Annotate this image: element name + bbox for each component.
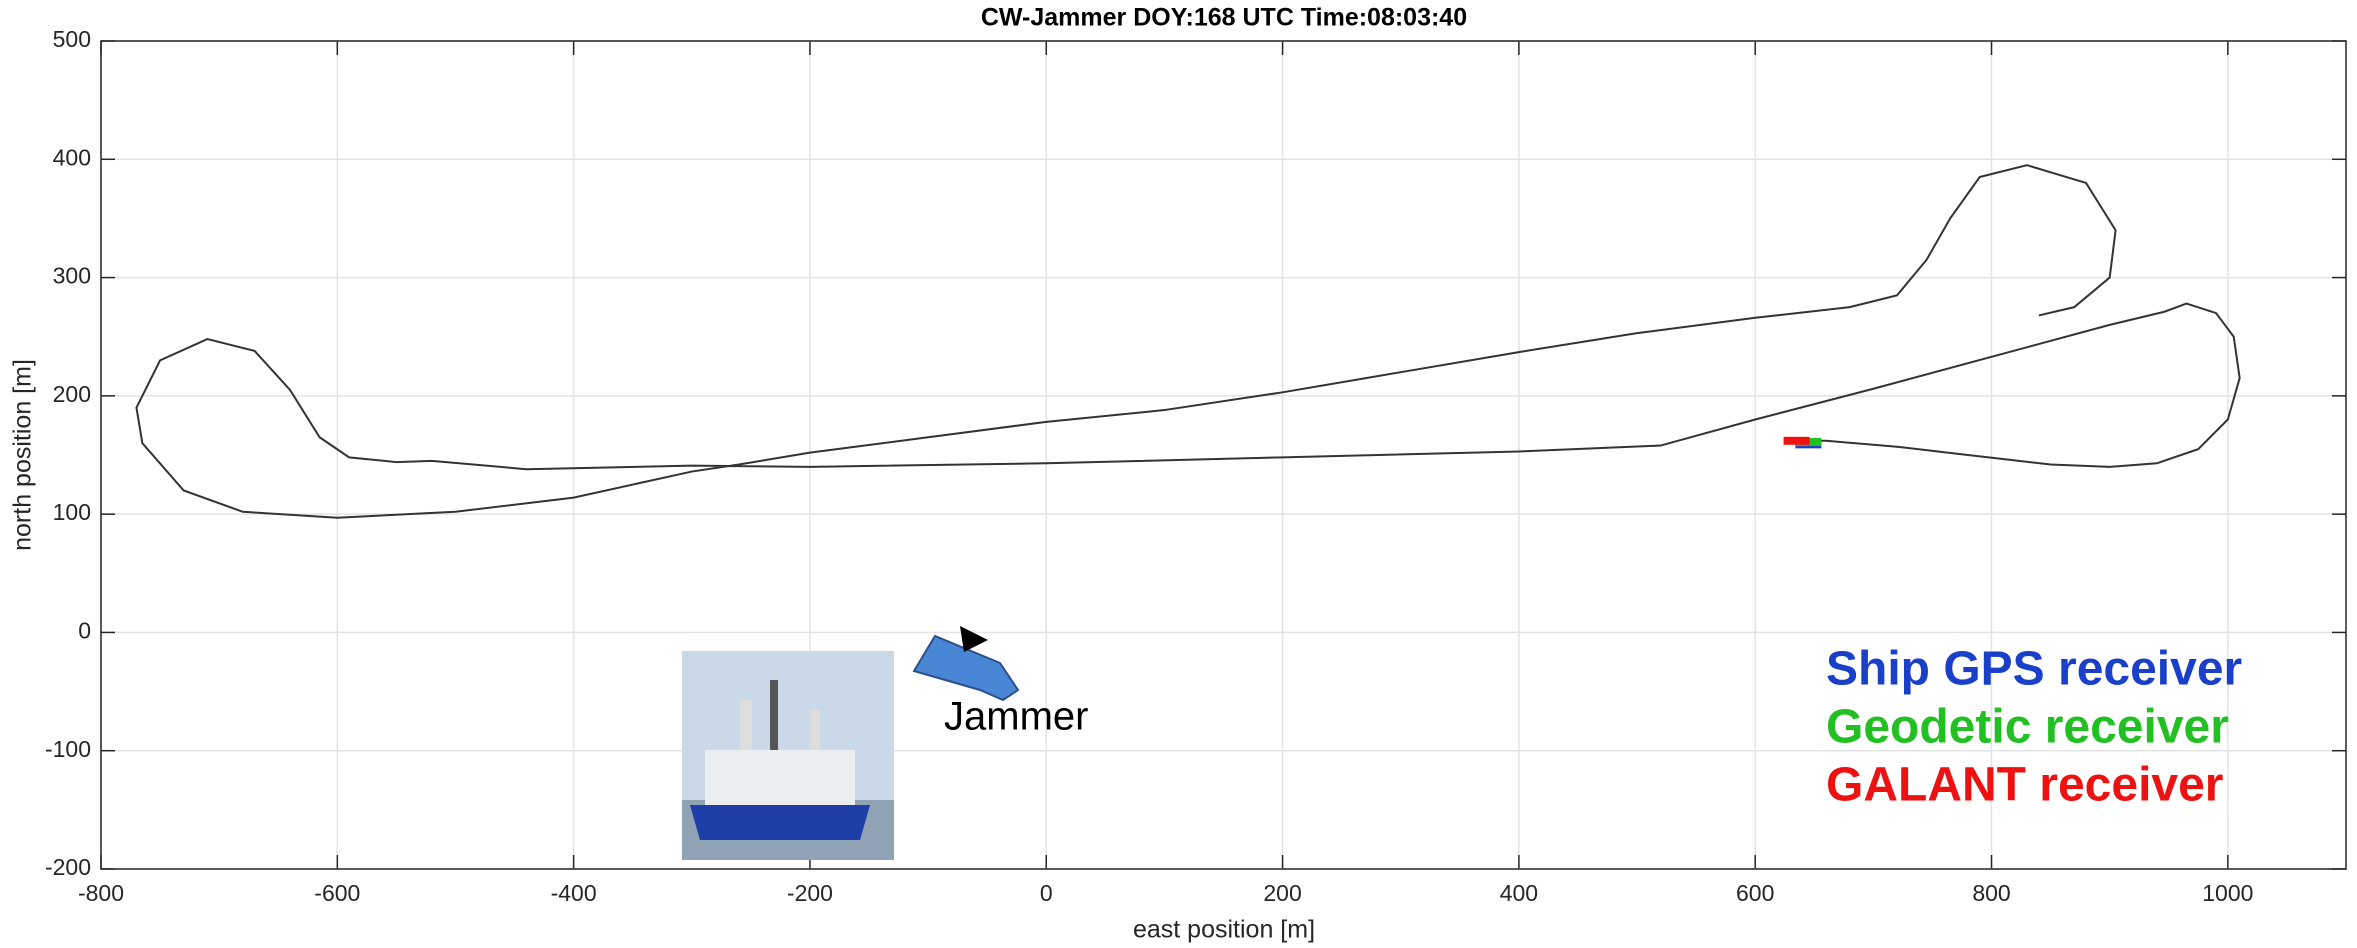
y-tick-label: 100: [53, 499, 91, 525]
x-tick-label: 0: [1040, 880, 1053, 906]
x-tick-label: 400: [1500, 880, 1538, 906]
y-axis-label: north position [m]: [9, 359, 37, 551]
x-tick-label: 200: [1263, 880, 1301, 906]
chart: CW-Jammer DOY:168 UTC Time:08:03:40 east…: [0, 0, 2357, 948]
x-tick-label: 800: [1972, 880, 2010, 906]
x-axis-label: east position [m]: [1133, 916, 1315, 944]
legend-entry: Geodetic receiver: [1826, 701, 2229, 754]
x-tick-label: -600: [314, 880, 360, 906]
y-tick-label: 400: [53, 144, 91, 170]
x-tick-label: -800: [78, 880, 124, 906]
legend-entry: Ship GPS receiver: [1826, 643, 2242, 696]
y-tick-label: -200: [45, 854, 91, 880]
y-tick-label: -100: [45, 736, 91, 762]
ship-image: [682, 651, 894, 860]
annotation: Jammer: [944, 695, 1088, 739]
y-tick-label: 200: [53, 381, 91, 407]
x-tick-label: -200: [787, 880, 833, 906]
y-tick-label: 500: [53, 26, 91, 52]
y-tick-label: 300: [53, 263, 91, 289]
x-tick-label: 1000: [2202, 880, 2253, 906]
x-tick-label: -400: [551, 880, 597, 906]
receiver-marker: [1784, 437, 1810, 445]
chart-title: CW-Jammer DOY:168 UTC Time:08:03:40: [981, 4, 1467, 32]
y-tick-label: 0: [78, 618, 91, 644]
x-tick-label: 600: [1736, 880, 1774, 906]
legend-entry: GALANT receiver: [1826, 759, 2223, 812]
